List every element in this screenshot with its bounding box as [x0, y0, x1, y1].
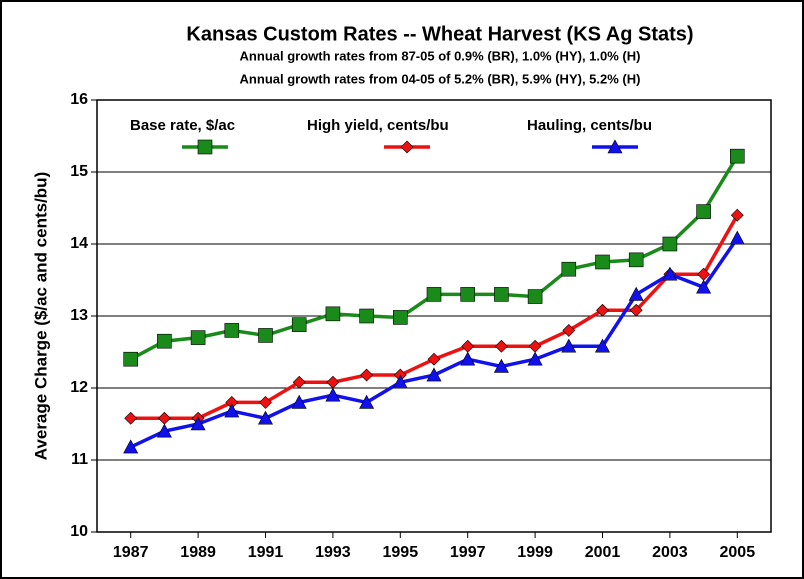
data-point [190, 416, 206, 431]
y-tick-label: 16 [70, 91, 88, 108]
x-tick-label: 1995 [383, 544, 419, 561]
data-point [730, 208, 744, 222]
data-point [729, 230, 745, 245]
data-point [460, 351, 476, 366]
data-point [629, 303, 643, 317]
subtitle: Annual growth rates from 04-05 of 5.2% (… [240, 71, 641, 86]
data-point [494, 339, 508, 353]
x-tick-label: 1999 [517, 544, 553, 561]
data-point [123, 439, 139, 454]
data-point [696, 204, 711, 219]
data-point [124, 411, 138, 425]
data-point [392, 310, 408, 325]
data-point [392, 374, 408, 389]
data-point [596, 303, 609, 317]
x-tick-label: 1997 [450, 544, 486, 561]
data-point [527, 289, 543, 304]
data-point [157, 333, 172, 349]
data-point [123, 351, 138, 367]
legend-marker [197, 139, 213, 155]
data-point [594, 338, 611, 353]
data-point [729, 148, 745, 164]
data-point [224, 403, 240, 418]
subtitle: Annual growth rates from 87-05 of 0.9% (… [240, 48, 641, 63]
legend-label: Base rate, $/ac [130, 117, 235, 134]
data-point [493, 358, 509, 373]
data-point [360, 368, 374, 382]
data-point [291, 394, 307, 409]
y-tick-label: 12 [70, 379, 88, 396]
data-point [426, 287, 442, 302]
legend-label: High yield, cents/bu [307, 117, 449, 134]
data-point [696, 279, 712, 294]
y-tick-label: 13 [70, 307, 88, 324]
data-point [291, 317, 307, 332]
x-tick-label: 2003 [652, 544, 688, 561]
data-point [224, 323, 240, 338]
x-tick-label: 2001 [585, 544, 621, 561]
chart-title: Kansas Custom Rates -- Wheat Harvest (KS… [186, 23, 693, 45]
y-tick-label: 14 [70, 235, 88, 252]
y-tick-label: 11 [71, 451, 88, 468]
data-point [628, 252, 644, 268]
x-tick-label: 1989 [180, 544, 216, 561]
data-point [258, 328, 273, 343]
data-point [662, 236, 678, 252]
data-point [527, 351, 543, 366]
data-point [460, 287, 476, 302]
y-axis-label: Average Charge ($/ac and cents/bu) [31, 172, 50, 460]
data-point [325, 387, 341, 402]
x-tick-label: 1987 [113, 544, 149, 561]
data-point [427, 352, 441, 366]
y-tick-label: 10 [70, 523, 88, 540]
data-point [426, 367, 442, 382]
legend-label: Hauling, cents/bu [527, 117, 652, 134]
data-point [359, 308, 374, 324]
data-point [595, 254, 610, 270]
data-point [259, 395, 272, 409]
x-tick-label: 1991 [248, 544, 284, 561]
data-point [662, 266, 678, 281]
data-point [494, 287, 509, 302]
data-point [257, 410, 274, 425]
data-point [325, 306, 341, 322]
data-point [628, 286, 644, 301]
x-tick-label: 2005 [720, 544, 756, 561]
data-point [562, 323, 576, 337]
legend-marker [607, 139, 623, 154]
data-point [359, 394, 375, 409]
data-point [292, 375, 306, 389]
data-point [190, 330, 206, 345]
data-point [561, 261, 577, 277]
x-tick-label: 1993 [315, 544, 351, 561]
data-point [561, 338, 577, 353]
data-point [156, 423, 172, 438]
y-tick-label: 15 [70, 163, 88, 180]
legend-marker [400, 140, 414, 154]
